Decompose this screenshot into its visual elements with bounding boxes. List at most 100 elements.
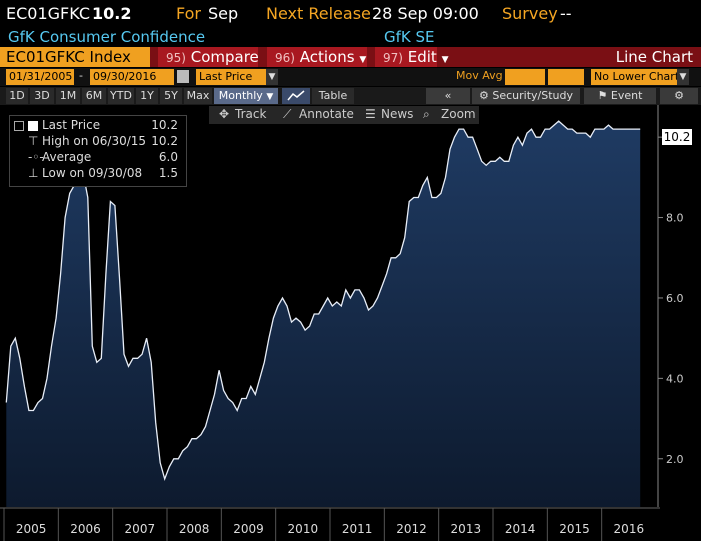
- lower-chart-select[interactable]: No Lower Chart: [591, 69, 679, 85]
- last-value: 10.2: [92, 4, 132, 23]
- series-swatch: [28, 121, 38, 131]
- end-date-field[interactable]: 09/30/2016: [90, 69, 174, 85]
- range-ytd[interactable]: YTD: [108, 88, 134, 104]
- edit-label: Edit: [407, 48, 437, 66]
- y-tick-label: 6.0: [666, 292, 684, 305]
- chevron-down-icon: ▼: [266, 92, 274, 102]
- line-chart[interactable]: 2.04.06.08.010.0 20052006200720082009201…: [0, 105, 701, 541]
- settings-bar: 01/31/2005 - 09/30/2016 Last Price ▼ Mov…: [0, 68, 701, 86]
- series-line: [5, 120, 641, 481]
- news-button[interactable]: News: [381, 107, 414, 121]
- next-release-label: Next Release: [266, 4, 371, 23]
- x-tick-label: 2012: [396, 522, 427, 536]
- track-icon[interactable]: ✥: [219, 107, 230, 121]
- x-tick-label: 2015: [559, 522, 590, 536]
- range-5y[interactable]: 5Y: [160, 88, 182, 104]
- high-marker-icon: ⊤: [28, 134, 39, 148]
- date-separator: -: [79, 69, 83, 82]
- legend-last-value: 10.2: [151, 118, 178, 132]
- legend-average-value: 6.0: [158, 150, 178, 164]
- x-tick-label: 2016: [614, 522, 645, 536]
- frequency-select[interactable]: Monthly ▼: [214, 88, 278, 104]
- chart-tools-bar: ✥ Track ⟋ Annotate ☰ News ⌕ Zoom: [209, 106, 479, 124]
- legend-row-high: ⊤ High on 06/30/15 10.2: [10, 134, 186, 150]
- range-max[interactable]: Max: [184, 88, 212, 104]
- annotate-icon[interactable]: ⟋: [283, 107, 292, 121]
- chart-type-label[interactable]: Line Chart: [615, 48, 693, 66]
- for-label: For: [176, 4, 201, 23]
- chevron-down-icon[interactable]: ▼: [677, 69, 689, 85]
- legend-low-label: Low on 09/30/08: [42, 166, 143, 180]
- range-1d[interactable]: 1D: [6, 88, 28, 104]
- y-tick-label: 8.0: [666, 212, 684, 225]
- survey-label: Survey: [502, 4, 558, 23]
- x-tick-label: 2007: [125, 522, 156, 536]
- average-marker-icon: -◦-: [28, 150, 44, 164]
- x-axis: 2005 2006 2007 2008 2009 2010 2011 2012 2013 2014…: [0, 507, 660, 541]
- track-button[interactable]: Track: [235, 107, 267, 121]
- mov-avg-label: Mov Avg: [456, 69, 503, 82]
- low-marker-icon: ⊥: [28, 166, 39, 180]
- edit-button[interactable]: 97) Edit ▼: [375, 47, 449, 67]
- range-1m[interactable]: 1M: [56, 88, 80, 104]
- range-3d[interactable]: 3D: [30, 88, 54, 104]
- checkbox-icon[interactable]: [14, 121, 24, 131]
- zoom-button[interactable]: Zoom: [441, 107, 476, 121]
- security-study-label: Security/Study: [492, 89, 573, 102]
- price-field-select[interactable]: Last Price: [196, 69, 266, 85]
- news-icon[interactable]: ☰: [365, 107, 376, 121]
- mov-avg-field-2[interactable]: [548, 69, 584, 85]
- range-bar: 1D 3D 1M 6M YTD 1Y 5Y Max Monthly ▼ Tabl…: [0, 87, 701, 105]
- legend-row-average: -◦- Average 6.0: [10, 150, 186, 166]
- data-source: GfK SE: [384, 28, 435, 46]
- action-bar: EC01GFKC Index 95) Compare 96) Actions ▼…: [0, 47, 701, 67]
- x-tick-label: 2005: [16, 522, 47, 536]
- y-tick-label: 4.0: [666, 372, 684, 385]
- event-button[interactable]: ⚑ Event: [584, 88, 656, 104]
- event-label: Event: [610, 89, 643, 102]
- last-value-tag: 10.2: [662, 129, 692, 145]
- index-field[interactable]: EC01GFKC Index: [0, 47, 150, 67]
- legend-average-label: Average: [42, 150, 92, 164]
- security-description: GfK Consumer Confidence: [8, 28, 206, 46]
- actions-label: Actions: [299, 48, 355, 66]
- edit-num: 97): [383, 51, 403, 65]
- zoom-icon[interactable]: ⌕: [423, 107, 430, 121]
- x-tick-label: 2013: [451, 522, 482, 536]
- legend-high-label: High on 06/30/15: [42, 134, 147, 148]
- legend-high-value: 10.2: [151, 134, 178, 148]
- y-tick-label: 2.0: [666, 453, 684, 466]
- security-study-button[interactable]: ⚙ Security/Study: [472, 88, 580, 104]
- line-chart-icon[interactable]: [282, 88, 310, 104]
- subheader: GfK Consumer Confidence GfK SE: [0, 28, 701, 46]
- calendar-icon[interactable]: [177, 70, 189, 83]
- legend-row-low: ⊥ Low on 09/30/08 1.5: [10, 166, 186, 182]
- study-icon: ⚙: [478, 89, 489, 102]
- next-release-value: 28 Sep 09:00: [372, 4, 479, 23]
- legend-low-value: 1.5: [158, 166, 178, 180]
- x-tick-label: 2014: [505, 522, 536, 536]
- x-tick-label: 2009: [233, 522, 264, 536]
- survey-value: --: [560, 4, 572, 23]
- scroll-left-icon[interactable]: «: [426, 88, 470, 104]
- start-date-field[interactable]: 01/31/2005: [6, 69, 74, 85]
- table-view-button[interactable]: Table: [312, 88, 354, 104]
- frequency-label: Monthly: [218, 89, 263, 102]
- dropdown-arrow-icon: ▼: [359, 55, 367, 65]
- gear-icon[interactable]: ⚙: [660, 88, 698, 104]
- x-tick-label: 2011: [342, 522, 373, 536]
- mov-avg-field-1[interactable]: [505, 69, 545, 85]
- x-tick-label: 2008: [179, 522, 210, 536]
- range-6m[interactable]: 6M: [82, 88, 106, 104]
- x-tick-label: 2006: [70, 522, 101, 536]
- actions-button[interactable]: 96) Actions ▼: [267, 47, 367, 67]
- compare-button[interactable]: 95) Compare: [158, 47, 259, 67]
- range-1y[interactable]: 1Y: [136, 88, 158, 104]
- header-bar: EC01GFKC 10.2 For Sep Next Release 28 Se…: [0, 0, 701, 28]
- chevron-down-icon[interactable]: ▼: [266, 69, 278, 85]
- x-tick-label: 2010: [288, 522, 319, 536]
- compare-num: 95): [166, 51, 186, 65]
- legend-last-label: Last Price: [42, 118, 101, 132]
- annotate-button[interactable]: Annotate: [299, 107, 354, 121]
- flag-icon: ⚑: [597, 89, 608, 102]
